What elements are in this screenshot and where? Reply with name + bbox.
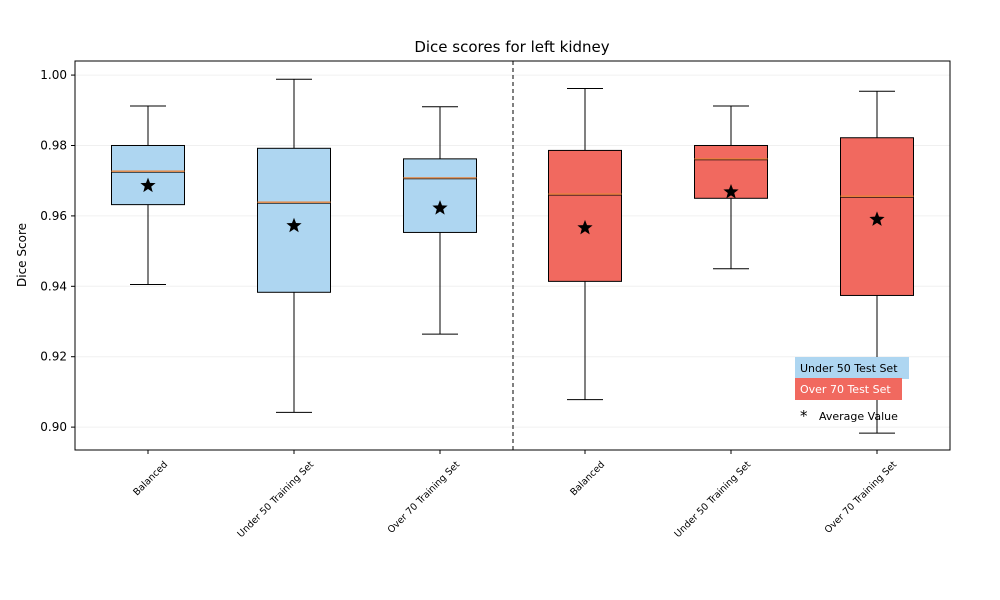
x-tick-label: Under 50 Training Set	[236, 459, 317, 540]
legend-average-label: Average Value	[819, 410, 898, 423]
y-tick-label: 1.00	[40, 68, 67, 82]
x-tick-label: Balanced	[131, 459, 170, 498]
y-tick-label: 0.96	[40, 209, 67, 223]
legend-swatch-under-50	[795, 357, 909, 379]
box-over-70-0	[548, 87, 622, 401]
mean-star-marker	[577, 219, 593, 235]
y-tick-label: 0.90	[40, 420, 67, 434]
y-tick-label: 0.98	[40, 138, 67, 152]
x-tick-label: Under 50 Training Set	[673, 459, 754, 540]
box-under-50-1	[257, 78, 331, 413]
mean-star-marker	[723, 183, 739, 199]
y-tick-label: 0.94	[40, 279, 67, 293]
x-tick-label: Over 70 Training Set	[386, 459, 463, 536]
legend-average-marker: *	[800, 407, 808, 425]
mean-star-marker	[286, 217, 302, 233]
box-over-70-1	[694, 105, 768, 270]
box-iqr	[257, 147, 331, 293]
mean-star-marker	[869, 211, 885, 226]
legend-label-under-50: Under 50 Test Set	[800, 362, 898, 375]
box-iqr	[548, 149, 622, 282]
box-over-70-2	[840, 90, 914, 434]
box-iqr	[111, 144, 185, 206]
legend: Under 50 Test Set Over 70 Test Set * Ave…	[795, 357, 909, 425]
box-iqr	[403, 158, 477, 233]
plot-frame	[74, 60, 951, 451]
x-axis-ticks: Balanced Under 50 Training Set Over 70 Tra…	[131, 450, 899, 540]
y-axis-label: Dice Score	[15, 223, 29, 287]
y-tick-label: 0.92	[40, 350, 67, 364]
box-under-50-0	[111, 105, 185, 286]
legend-label-over-70: Over 70 Test Set	[800, 383, 891, 396]
mean-star-marker	[432, 200, 448, 215]
y-axis-ticks: 0.90 0.92 0.94 0.96 0.98 1.00	[40, 68, 75, 434]
x-tick-label: Balanced	[568, 459, 607, 498]
mean-star-marker	[140, 177, 156, 193]
box-under-50-2	[403, 106, 477, 335]
legend-swatch-over-70	[795, 378, 902, 400]
x-tick-label: Over 70 Training Set	[823, 459, 900, 536]
chart-title: Dice scores for left kidney	[414, 38, 609, 56]
box-layer	[111, 78, 914, 434]
